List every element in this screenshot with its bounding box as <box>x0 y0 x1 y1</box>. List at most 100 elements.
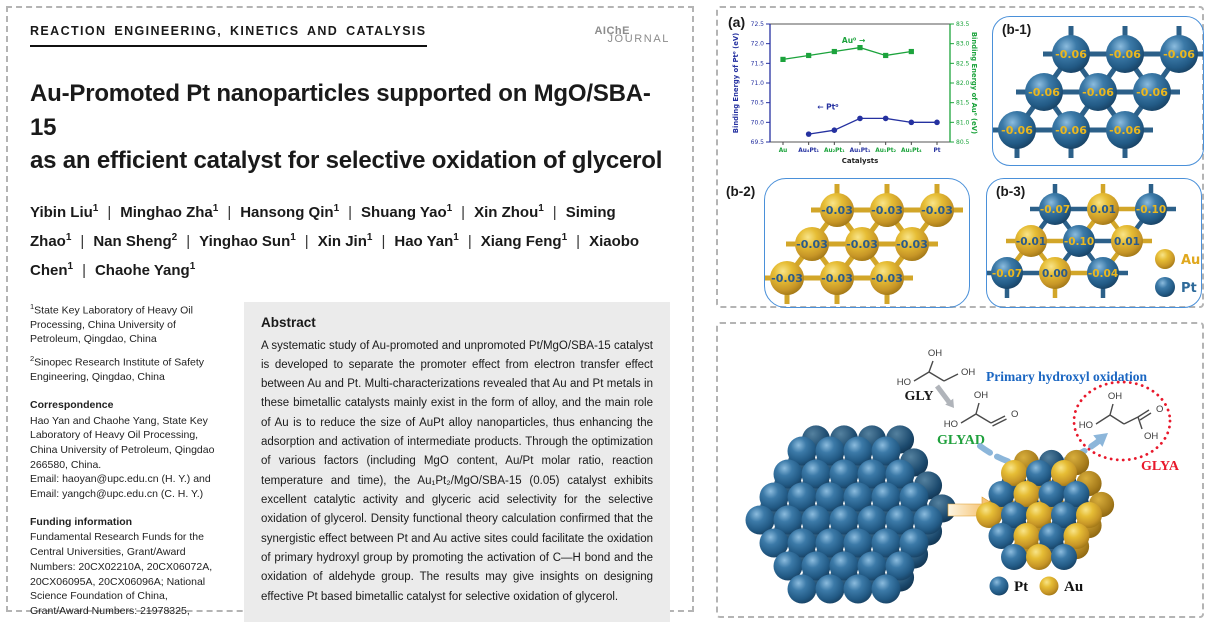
legend-pt-label: Pt <box>1014 579 1028 595</box>
molecule-gly <box>913 360 959 382</box>
molecule-glya <box>1095 403 1152 430</box>
lattice-sphere-au <box>820 193 854 227</box>
charge-value: -0.06 <box>1055 48 1087 61</box>
abstract-body: A systematic study of Au-promoted and un… <box>261 339 653 603</box>
journal-logo-line2: JOURNAL <box>607 33 670 45</box>
chart-series-Pt⁰ <box>805 115 940 137</box>
charge-value: -0.03 <box>821 272 853 285</box>
charge-value: -0.10 <box>1064 236 1094 248</box>
author-separator: | <box>552 203 557 221</box>
svg-text:70.0: 70.0 <box>751 119 765 126</box>
legend-pt-sphere <box>989 576 1009 596</box>
figure-b3-label: (b-3) <box>996 184 1026 199</box>
author-separator: | <box>304 233 309 251</box>
author: Chaohe Yang1 <box>94 261 196 280</box>
figure-b3: (b-3) -0.07 0.01 -0.10 -0.01 -0.10 0.01 -0.07 0… <box>986 178 1202 308</box>
author-separator: | <box>80 233 85 251</box>
glya-ho-label: HO <box>1079 420 1093 431</box>
charge-value: -0.03 <box>871 272 903 285</box>
author: Nan Sheng2 <box>93 232 178 251</box>
lattice-sphere-pt <box>1160 35 1198 73</box>
glya-oh-bottom-label: OH <box>1144 431 1158 442</box>
lattice-legend-label: Au <box>1181 253 1200 268</box>
figure-b2-label: (b-2) <box>726 184 756 199</box>
svg-text:Binding Energy of Au⁰ (eV): Binding Energy of Au⁰ (eV) <box>970 32 978 134</box>
funding-heading: Funding information <box>30 515 133 528</box>
charge-value: -0.10 <box>1136 204 1166 216</box>
glya-oh-top-label: OH <box>1108 391 1122 402</box>
figure-b1: (b-1) -0.06 -0.06 -0.06 -0.06 -0.06 -0.06 -0.0… <box>992 16 1204 166</box>
svg-text:Au₁Pt₄: Au₁Pt₄ <box>901 148 922 154</box>
page-header: REACTION ENGINEERING, KINETICS AND CATAL… <box>30 24 670 47</box>
lattice-sphere-au <box>1087 193 1119 225</box>
svg-text:70.5: 70.5 <box>751 100 765 107</box>
lattice-b1: -0.06 -0.06 -0.06 -0.06 -0.06 -0.06 -0.06 -0.06… <box>993 26 1203 158</box>
lattice-sphere-pt <box>998 111 1036 149</box>
xps-binding-energy-chart: 69.5 70.0 70.5 71.0 71.5 72.0 72.5 80.5 81.0 81.5… <box>732 21 978 165</box>
lattice-b3: -0.07 0.01 -0.10 -0.01 -0.10 0.01 -0.07 0.00 -0.… <box>987 184 1200 298</box>
affiliation: 1State Key Laboratory of Heavy Oil Proce… <box>30 301 193 346</box>
affiliations: 1State Key Laboratory of Heavy Oil Proce… <box>30 302 228 385</box>
lattice-sphere-au <box>870 261 904 295</box>
body-columns: 1State Key Laboratory of Heavy Oil Proce… <box>30 301 670 622</box>
charge-value: -0.06 <box>1109 48 1141 61</box>
glyad-name: GLYAD <box>937 433 985 448</box>
charge-value: -0.03 <box>846 238 878 251</box>
svg-text:Binding Energy of Pt⁰ (eV): Binding Energy of Pt⁰ (eV) <box>732 33 740 133</box>
figure-b1-label: (b-1) <box>1002 22 1032 37</box>
svg-text:71.5: 71.5 <box>751 60 765 67</box>
lattice-b2: -0.03 -0.03 -0.03 -0.03 -0.03 -0.03 -0.03 -0.03… <box>765 184 963 304</box>
glyad-oh-label: OH <box>974 390 988 401</box>
lattice-sphere-pt <box>1106 35 1144 73</box>
figure-b2: -0.03 -0.03 -0.03 -0.03 -0.03 -0.03 -0.03 -0.03… <box>764 178 970 308</box>
legend-au-label: Au <box>1064 579 1083 595</box>
pathway-label: Primary hydroxyl oxidation <box>986 369 1147 384</box>
lattice-sphere-au <box>895 227 929 261</box>
charge-value: -0.06 <box>1136 86 1168 99</box>
svg-text:81.0: 81.0 <box>956 119 970 126</box>
lattice-sphere-pt <box>1135 193 1167 225</box>
journal-logo: AIChE JOURNAL <box>594 26 670 45</box>
charge-value: -0.01 <box>1016 236 1046 248</box>
lattice-sphere-au <box>845 227 879 261</box>
correspondence-email-1: Email: haoyan@upc.edu.cn (H. Y.) and <box>30 473 211 486</box>
svg-text:83.0: 83.0 <box>956 41 970 48</box>
gly-to-glyad-arrow <box>935 384 954 408</box>
aupt-alloy-cluster <box>976 449 1115 570</box>
reaction-scheme: HO OH OH GLY Primary hydroxyl oxidation … <box>745 348 1180 604</box>
charge-value: -0.03 <box>821 204 853 217</box>
author-separator: | <box>186 233 191 251</box>
lattice-legend-au-sphere <box>1155 249 1175 269</box>
article-title-line2: as an efficient catalyst for selective o… <box>30 147 663 175</box>
correspondence-heading: Correspondence <box>30 398 114 411</box>
lattice-sphere-au <box>795 227 829 261</box>
svg-text:82.5: 82.5 <box>956 60 970 67</box>
author: Siming Zhao1 <box>30 203 616 251</box>
charge-value: -0.07 <box>992 268 1022 280</box>
author: Yibin Liu1 <box>30 202 99 221</box>
article-meta: 1State Key Laboratory of Heavy Oil Proce… <box>30 302 228 622</box>
lattice-sphere-au <box>1015 225 1047 257</box>
svg-text:80.5: 80.5 <box>956 139 970 146</box>
lattice-sphere-pt <box>1039 193 1071 225</box>
lattice-sphere-pt <box>1087 257 1119 289</box>
svg-text:72.5: 72.5 <box>751 21 765 28</box>
correspondence-email-2: Email: yangch@upc.edu.cn (C. H. Y.) <box>30 488 204 501</box>
lattice-sphere-au <box>870 193 904 227</box>
panel-a-label: (a) <box>728 14 746 30</box>
gly-oh-top-label: OH <box>928 348 942 359</box>
lattice-sphere-pt <box>1106 111 1144 149</box>
author: Shuang Yao1 <box>361 202 453 221</box>
glya-o-label: O <box>1156 404 1163 415</box>
molecule-glyad <box>960 402 1007 427</box>
charge-value: -0.06 <box>1082 86 1114 99</box>
lattice-sphere-pt <box>1025 73 1063 111</box>
legend-au-sphere <box>1039 576 1059 596</box>
charge-value: 0.00 <box>1042 268 1068 280</box>
article-title: Au-Promoted Pt nanoparticles supported o… <box>30 77 670 178</box>
figure-panel-top: (a) 69.5 70.0 70.5 71.0 71.5 72.0 72.5 80.5 81.0… <box>716 6 1204 308</box>
svg-text:Pt: Pt <box>933 148 940 154</box>
journal-section: REACTION ENGINEERING, KINETICS AND CATAL… <box>30 24 427 47</box>
author: Hao Yan1 <box>394 232 459 251</box>
charge-value: -0.07 <box>1040 204 1070 216</box>
